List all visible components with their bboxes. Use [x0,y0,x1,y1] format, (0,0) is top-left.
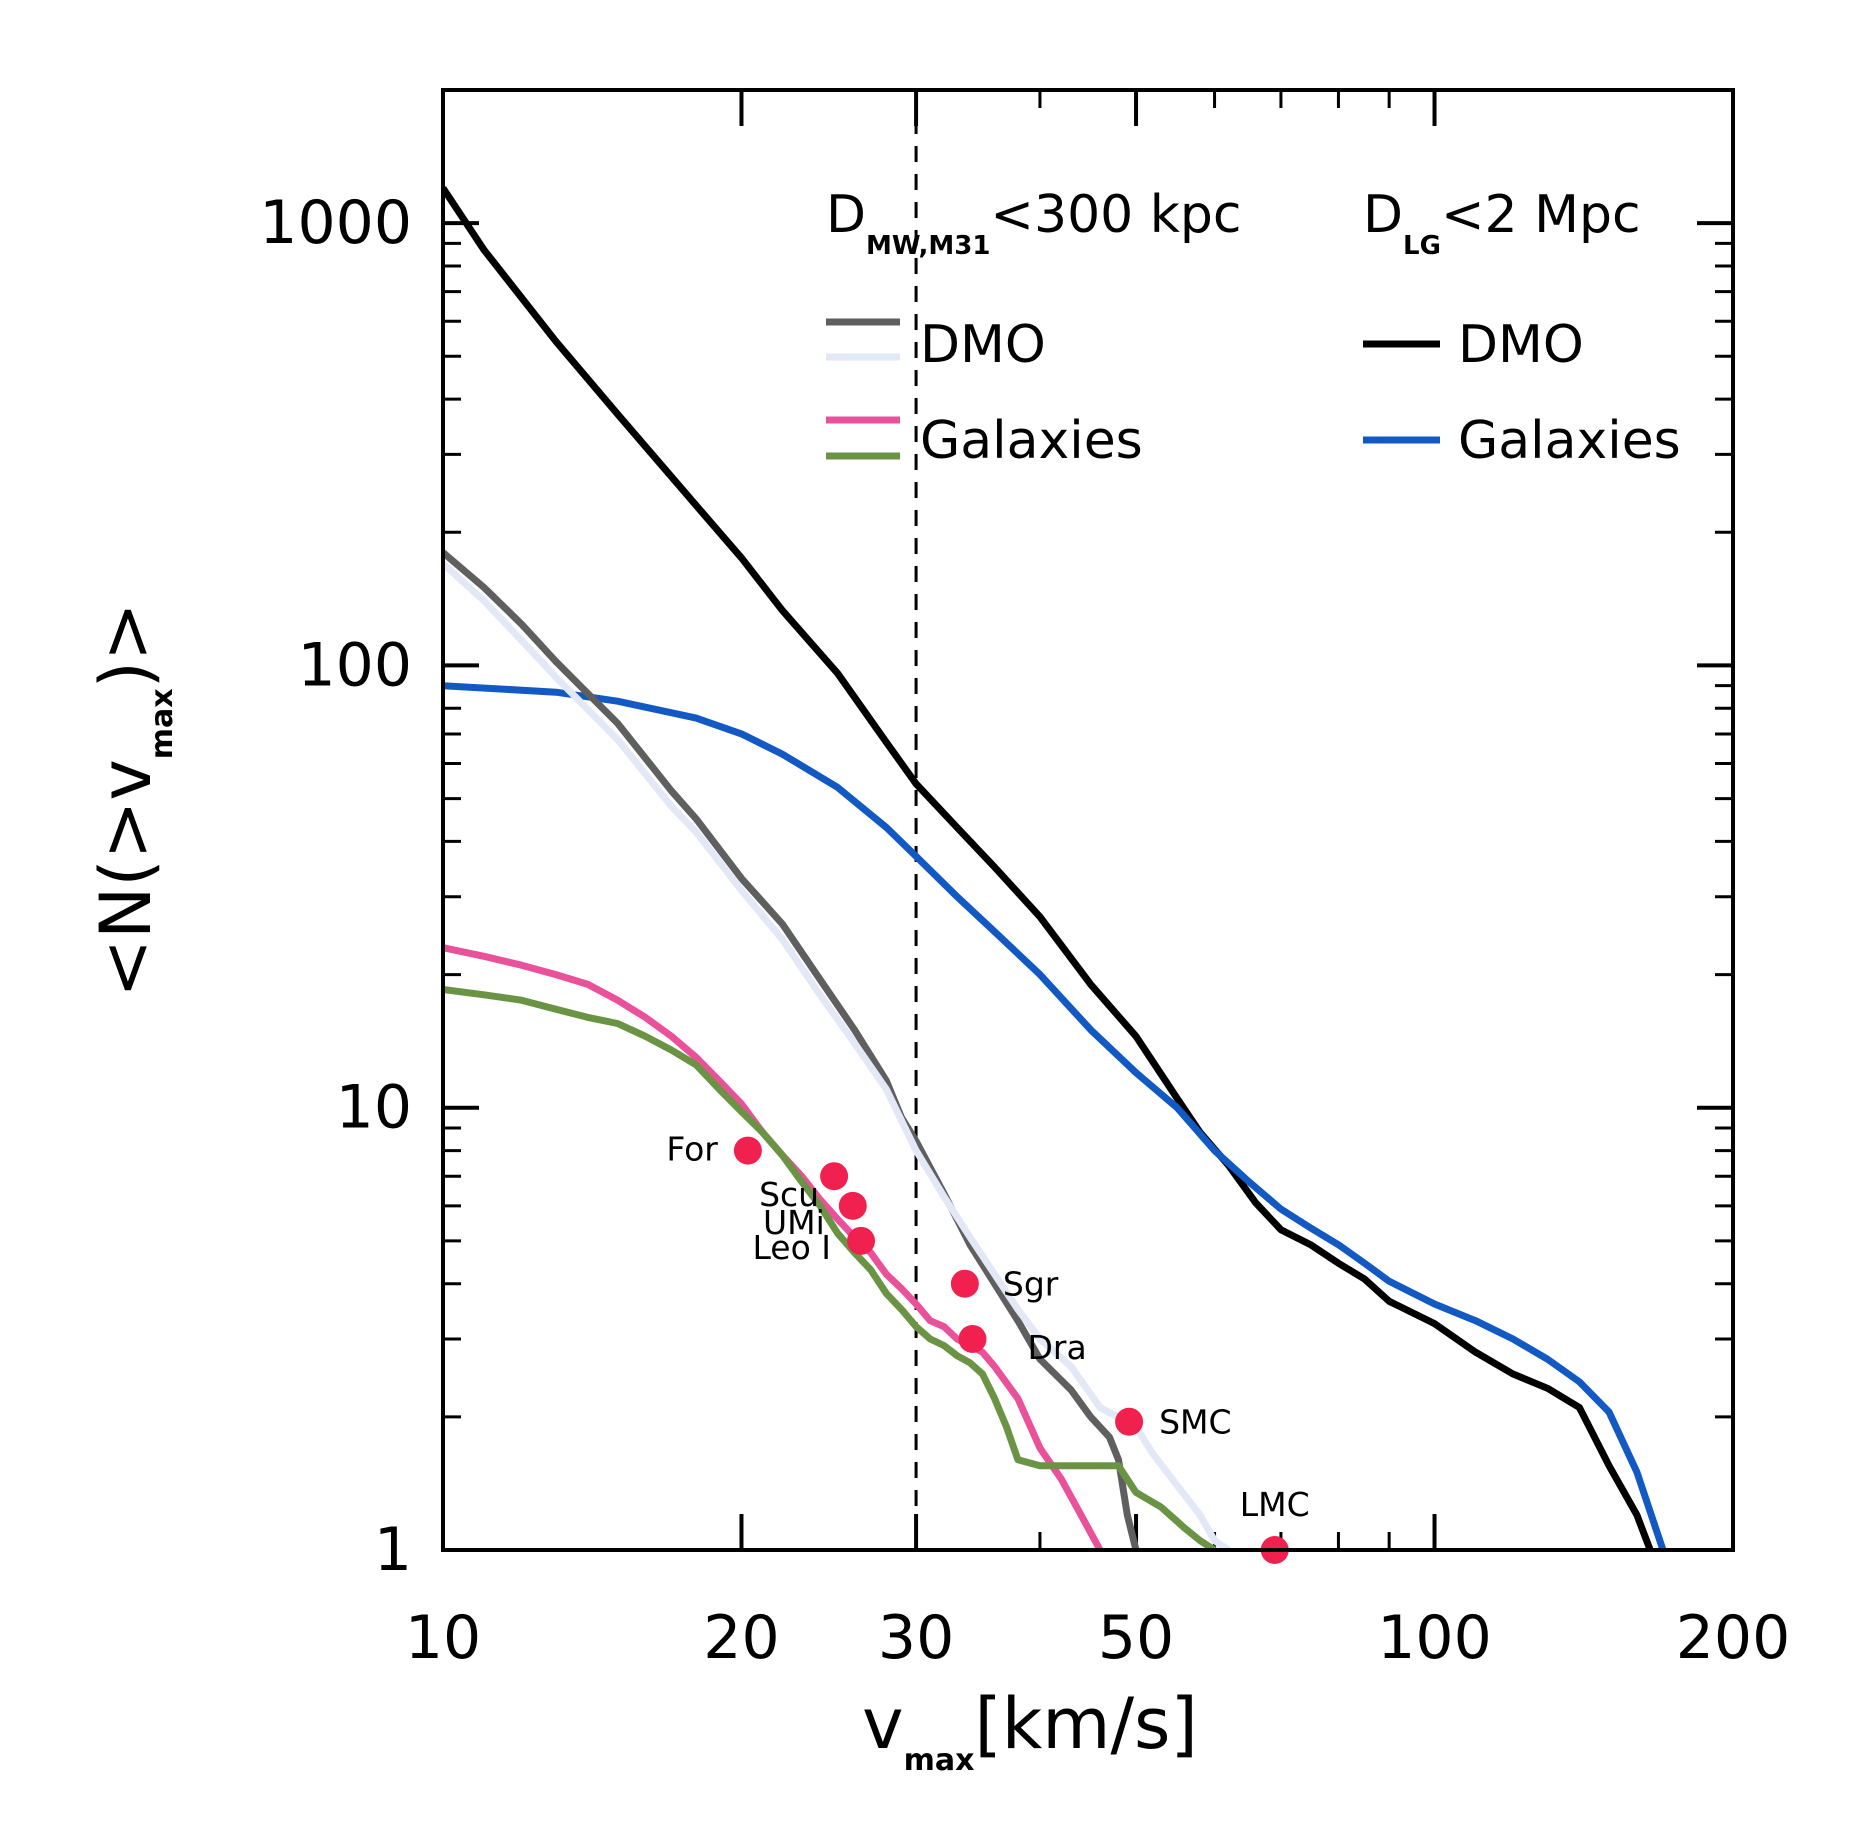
plot-frame [441,88,1735,1552]
legend-group1-title: DMW,M31<300 kpc [826,185,1241,261]
satellite-label-for: For [666,1130,718,1169]
legend-label-dmo-2mpc: DMO [1458,315,1584,375]
x-tick-label: 20 [703,1603,779,1673]
series-line-0 [443,186,1654,1550]
y-tick-label: 1 [374,1515,412,1585]
series-line-1 [443,682,1667,1550]
satellite-marker-smc [1115,1407,1144,1436]
y-tick-label: 100 [297,630,412,700]
satellite-label-lmc: LMC [1240,1485,1310,1524]
series-line-2 [443,549,1140,1550]
satellite-marker-umi [838,1191,867,1220]
major-tick-marks [441,90,1735,1552]
satellite-label-umi: UMi [763,1203,825,1242]
legend-group2-title: DLG<2 Mpc [1363,185,1641,261]
satellite-label-scu: Scu [759,1175,819,1214]
series-lines [443,186,1667,1550]
y-tick-label: 10 [336,1073,412,1143]
satellite-marker-sgr [950,1269,979,1298]
satellite-label-leo-i: Leo I [752,1228,831,1267]
series-line-5 [443,986,1217,1550]
x-tick-label: 10 [405,1603,481,1673]
x-tick-label: 30 [878,1603,954,1673]
legend-label-galaxies-300kpc: Galaxies [920,411,1143,471]
y-tick-labels: 1 10 100 1000 [259,188,412,1585]
x-tick-label: 50 [1098,1603,1174,1673]
minor-tick-marks [443,88,1735,1550]
satellite-marker-leo-i [847,1226,876,1255]
y-tick-label: 1000 [259,188,412,258]
x-axis-title: vmax[km/s] [862,1683,1198,1778]
legend-label-dmo-300kpc: DMO [920,315,1046,375]
series-line-3 [443,560,1231,1550]
x-tick-labels: 10 20 30 50 100 200 [405,1603,1790,1673]
satellite-marker-for [733,1136,762,1165]
satellite-label-dra: Dra [1027,1328,1086,1367]
satellite-marker-dra [958,1324,987,1353]
x-tick-label: 200 [1676,1603,1791,1673]
satellite-label-sgr: Sgr [1003,1265,1059,1304]
legend-label-galaxies-2mpc: Galaxies [1458,411,1681,471]
legend: DMW,M31<300 kpc DLG<2 Mpc DMO Galaxies D… [826,185,1681,471]
y-axis-title: <N(>vmax)> [85,602,180,997]
x-tick-label: 100 [1377,1603,1492,1673]
satellite-label-smc: SMC [1159,1403,1231,1442]
satellite-marker-scu [820,1162,849,1191]
series-line-4 [443,944,1104,1550]
